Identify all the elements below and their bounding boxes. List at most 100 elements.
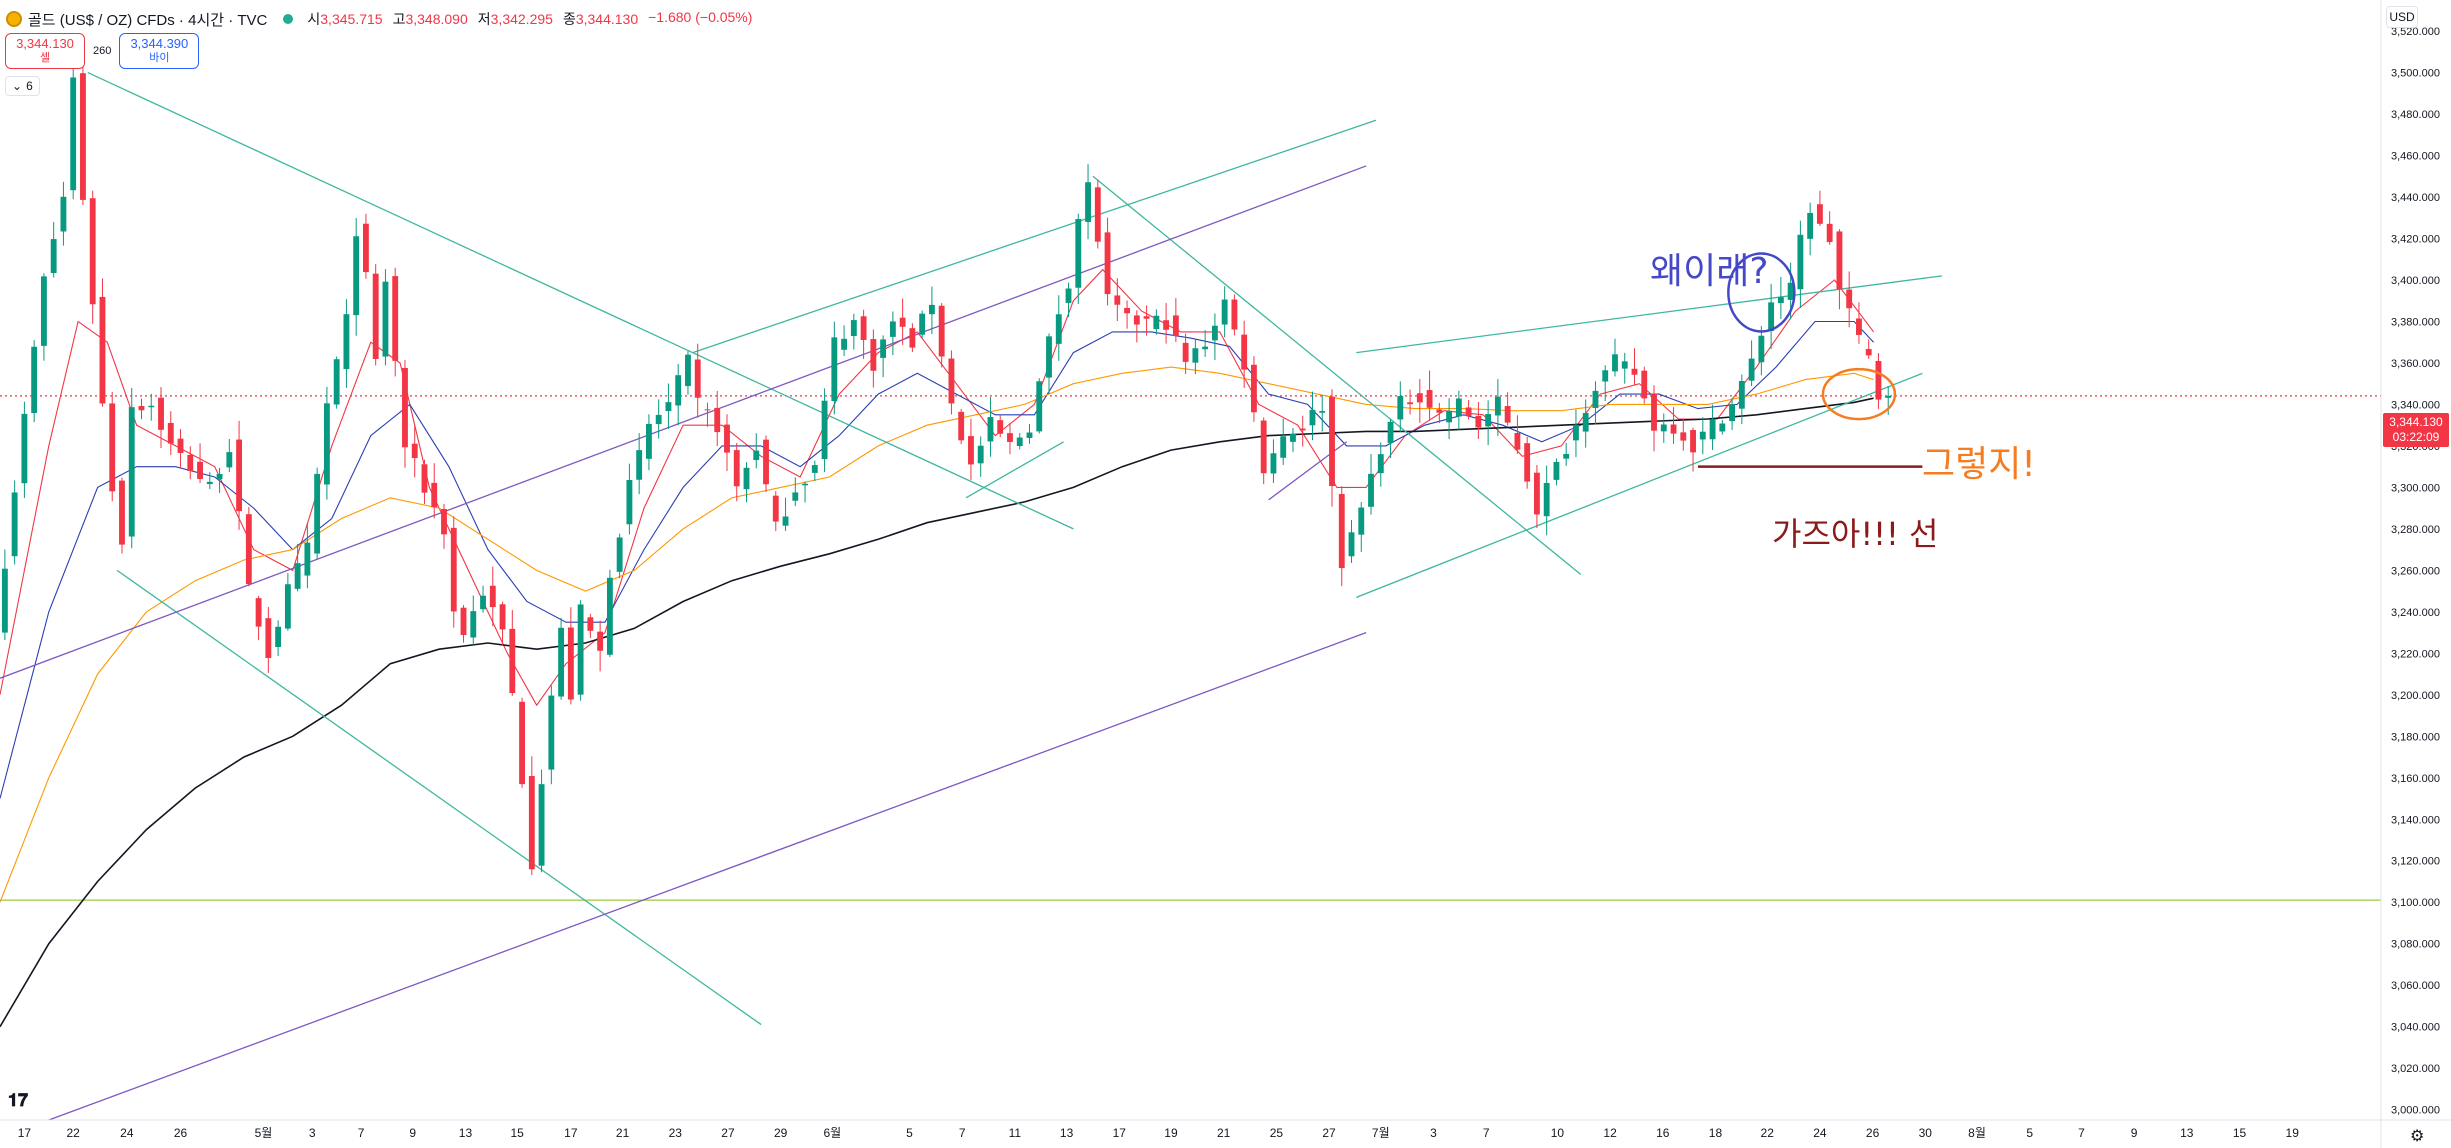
sell-button[interactable]: 3,344.130 셀: [5, 33, 85, 69]
candle-body: [1221, 299, 1228, 325]
candle-body: [802, 483, 808, 486]
x-tick-label: 16: [1656, 1126, 1670, 1140]
indicators-toggle-button[interactable]: ⌄ 6: [5, 76, 40, 96]
x-tick-label: 27: [1322, 1126, 1336, 1140]
candle-body: [1699, 431, 1706, 440]
candle-body: [880, 339, 887, 358]
trade-panel: 3,344.130 셀 260 3,344.390 바이: [5, 33, 200, 69]
x-tick-label: 13: [2180, 1126, 2194, 1140]
candle-body: [80, 73, 86, 200]
y-tick-label: 3,520.000: [2391, 26, 2440, 38]
candle-body: [772, 495, 779, 522]
x-tick-label: 22: [1761, 1126, 1775, 1140]
candle-body: [187, 454, 194, 472]
x-tick-label: 10: [1551, 1126, 1565, 1140]
candle-body: [128, 407, 135, 537]
y-tick-label: 3,240.000: [2391, 607, 2440, 619]
candle-body: [11, 492, 18, 557]
candle-body: [1485, 414, 1492, 427]
x-tick-label: 11: [1009, 1126, 1022, 1140]
y-tick-label: 3,220.000: [2391, 648, 2440, 660]
gear-icon[interactable]: ⚙: [2410, 1128, 2425, 1145]
candle-body: [724, 424, 730, 453]
candle-body: [1007, 433, 1013, 442]
x-tick-label: 23: [669, 1126, 683, 1140]
x-tick-label: 7: [959, 1126, 966, 1140]
candle-body: [421, 464, 428, 493]
candle-body: [1211, 325, 1218, 341]
y-tick-label: 3,080.000: [2391, 939, 2440, 951]
x-tick-label: 8월: [1968, 1126, 1986, 1140]
candle-body: [655, 414, 662, 425]
candle-body: [1143, 316, 1150, 319]
candle-body: [919, 313, 926, 335]
candle-body: [1290, 433, 1296, 442]
candle-body: [1192, 348, 1199, 363]
candle-body: [245, 514, 252, 585]
candle-body: [645, 423, 652, 459]
trendline: [692, 119, 1377, 354]
candle-body: [928, 304, 935, 315]
candle-body: [1680, 432, 1687, 441]
y-axis-ticks: 3,000.000 3,020.000 3,040.000 3,060.000 3,08…: [2391, 26, 2440, 1117]
x-tick-label: 19: [1164, 1126, 1178, 1140]
y-tick-label: 3,200.000: [2391, 690, 2440, 702]
currency-button[interactable]: USD: [2386, 6, 2418, 28]
chevron-down-icon: ⌄: [12, 79, 23, 93]
candle-body: [275, 626, 282, 647]
candle-body: [372, 273, 379, 359]
question-annotation: 왜이래?: [1650, 251, 1768, 292]
candle-body: [1670, 424, 1677, 434]
y-tick-label: 3,120.000: [2391, 856, 2440, 868]
candle-body: [1738, 381, 1745, 409]
candle-body: [1153, 315, 1160, 330]
annotations: 왜이래? 그렇지! 가즈아!!! 선: [1650, 251, 2036, 553]
ohlc-close: 종3,344.130: [562, 11, 639, 27]
x-tick-label: 7월: [1372, 1126, 1390, 1140]
x-tick-label: 5월: [255, 1126, 273, 1140]
tradingview-logo-icon[interactable]: 𝟏𝟕: [8, 1090, 29, 1110]
x-tick-label: 5: [2026, 1126, 2033, 1140]
trendline: [965, 441, 1064, 499]
x-tick-label: 17: [1113, 1126, 1127, 1140]
candle-body: [21, 413, 28, 484]
candle-body: [226, 452, 233, 468]
x-tick-label: 24: [1813, 1126, 1827, 1140]
candle-body: [860, 316, 867, 340]
candle-body: [353, 236, 360, 316]
candle-body: [1358, 507, 1365, 535]
spread-value: 260: [93, 45, 112, 57]
buy-button[interactable]: 3,344.390 바이: [119, 33, 200, 69]
last-price-tag: 3,344.130 03:22:09: [2383, 413, 2449, 447]
x-tick-label: 22: [67, 1126, 81, 1140]
candle-body: [977, 445, 984, 464]
y-tick-label: 3,180.000: [2391, 731, 2440, 743]
candle-body: [206, 481, 213, 485]
candle-body: [1748, 358, 1755, 381]
candle-body: [1660, 424, 1667, 432]
x-tick-label: 26: [1866, 1126, 1880, 1140]
candle-body: [1036, 381, 1043, 432]
candle-body: [1055, 314, 1062, 344]
x-tick-label: 24: [120, 1126, 134, 1140]
candle-body: [1641, 370, 1648, 399]
candle-body: [548, 695, 555, 770]
candle-body: [831, 337, 838, 402]
candle-body: [1329, 396, 1335, 487]
symbol-title[interactable]: 골드 (US$ / OZ) CFDs · 4시간 · TVC: [28, 11, 268, 29]
candle-body: [119, 480, 125, 545]
candle-body: [1533, 472, 1540, 515]
candle-body: [1729, 404, 1736, 422]
y-tick-label: 3,420.000: [2391, 234, 2440, 246]
candle-body: [987, 417, 994, 442]
candle-body: [1114, 295, 1121, 305]
candle-body: [1846, 289, 1853, 309]
candle-body: [1875, 360, 1882, 400]
x-tick-label: 15: [2233, 1126, 2247, 1140]
sell-price: 3,344.130: [16, 36, 74, 51]
candle-body: [60, 196, 67, 232]
candle-body: [1758, 335, 1765, 363]
x-tick-label: 13: [459, 1126, 473, 1140]
